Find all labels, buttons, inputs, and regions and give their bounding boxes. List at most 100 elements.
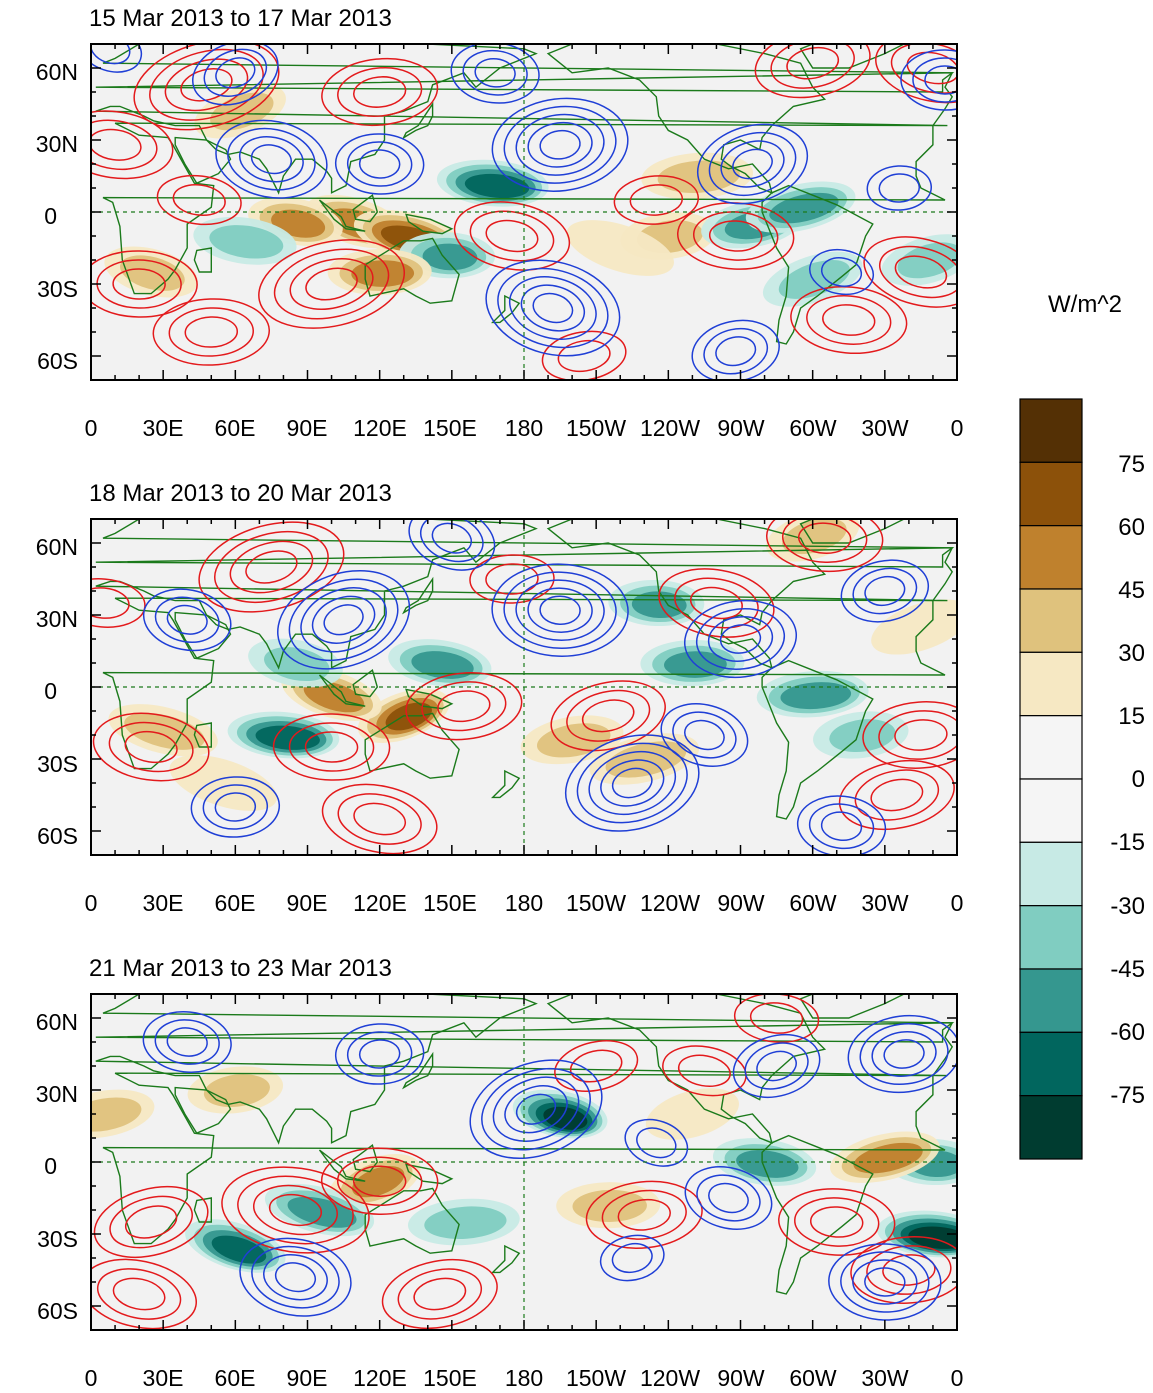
positive-contour-line — [381, 1259, 498, 1329]
colorbar-boxes — [1019, 398, 1083, 1160]
negative-contour-line — [695, 607, 786, 671]
lon-label: 120W — [640, 890, 700, 916]
negative-contour-line — [576, 742, 688, 824]
negative-contour-line — [708, 131, 797, 197]
landmass-madagascar — [193, 722, 212, 748]
negative-contour-system — [847, 1014, 957, 1094]
negative-contour-line — [274, 1262, 317, 1293]
positive-contour-system — [321, 783, 438, 855]
landmass-eurasia — [95, 519, 954, 670]
anomaly-shading-area — [248, 197, 343, 246]
negative-contour-line — [323, 604, 364, 636]
anomaly-shading-area — [566, 220, 674, 276]
negative-contour-system — [91, 44, 143, 73]
negative-contour-system — [809, 248, 875, 296]
anomaly-shading-area — [91, 1089, 155, 1139]
negative-contour-line — [334, 133, 425, 195]
negative-contour-line — [808, 803, 875, 850]
anomaly-shading-area — [407, 1198, 520, 1246]
negative-contour-line — [660, 703, 749, 767]
positive-contour-line — [906, 51, 957, 85]
positive-contour-line — [124, 730, 178, 764]
negative-contour-line — [720, 140, 785, 188]
landmass-new-guinea — [405, 1163, 454, 1185]
negative-contour-line — [481, 1067, 591, 1151]
positive-contour-line — [180, 68, 233, 102]
lon-label: 0 — [85, 1365, 98, 1391]
lon-label: 120W — [640, 415, 700, 441]
negative-contour-line — [214, 792, 257, 822]
lat-label: 0 — [44, 1153, 57, 1179]
shading-level — [572, 1189, 647, 1223]
negative-contour-line — [91, 44, 143, 73]
shading-level — [566, 220, 674, 276]
negative-contour-system — [696, 123, 809, 205]
positive-contour-line — [320, 1147, 439, 1215]
shading-level — [536, 723, 611, 758]
landmass-eurasia — [95, 44, 954, 195]
positive-contour-line — [213, 531, 329, 603]
positive-contour-system — [790, 285, 908, 355]
positive-contour-system — [320, 1147, 439, 1215]
positive-contour-line — [229, 540, 314, 594]
negative-contour-line — [358, 1039, 401, 1069]
map-area — [90, 518, 958, 856]
positive-contour-line — [353, 76, 407, 108]
positive-contour-line — [321, 783, 438, 855]
positive-contour-system — [850, 1236, 957, 1304]
positive-contour-line — [96, 1268, 182, 1320]
landmass-new-zealand — [491, 769, 521, 799]
negative-contour-line — [611, 1242, 653, 1274]
negative-contour-line — [503, 105, 617, 184]
lon-label: 90E — [287, 415, 328, 441]
lon-label: 30E — [143, 890, 184, 916]
map-panel-1: 15 Mar 2013 to 17 Mar 2013 60N 30N 0 30S… — [36, 5, 964, 441]
colorbar-label: -75 — [1110, 1082, 1145, 1109]
landmass-arabia — [174, 611, 232, 660]
positive-contour-line — [321, 57, 439, 127]
negative-contour-system — [142, 1011, 232, 1073]
landmass-uk — [95, 547, 955, 568]
colorbar-label: -15 — [1110, 829, 1145, 856]
positive-contour-line — [882, 1254, 936, 1286]
negative-contour-line — [166, 604, 208, 635]
positive-contour-system — [221, 1166, 370, 1254]
negative-contour-system — [599, 1234, 665, 1282]
axis-ticks — [90, 518, 958, 856]
positive-contour-line — [184, 316, 239, 348]
landmass-eurasia — [95, 994, 954, 1145]
negative-contour-line — [672, 711, 737, 759]
map-panel-2: 18 Mar 2013 to 20 Mar 2013 60N 30N 0 30S… — [36, 480, 964, 916]
negative-contour-line — [239, 1237, 352, 1317]
negative-contour-line — [419, 519, 484, 563]
coastlines — [95, 519, 955, 820]
lon-axis-labels: 0 30E 60E 90E 120E 150E 180 150W 120W 90… — [85, 415, 964, 441]
negative-contour-line — [202, 784, 269, 830]
landmass-borneo — [352, 194, 379, 223]
positive-contour-line — [485, 219, 539, 253]
negative-contour-line — [684, 1166, 773, 1230]
lon-axis-labels: 0 30E 60E 90E 120E 150E 180 150W 120W 90… — [85, 1365, 964, 1391]
negative-contour-line — [840, 559, 930, 623]
lat-label: 30S — [37, 276, 78, 302]
anomaly-shading-area — [193, 216, 297, 265]
positive-contour-line — [92, 712, 210, 782]
landmass-australia — [364, 1187, 460, 1254]
negative-contour-line — [866, 165, 932, 211]
negative-contour-line — [719, 624, 762, 654]
colorbar-labels: 75 60 45 30 15 0 -15 -30 -45 -60 -75 — [1110, 451, 1145, 1109]
negative-contour-line — [527, 587, 593, 633]
negative-contour-line — [462, 49, 528, 96]
map-area — [90, 993, 958, 1331]
negative-contour-system — [485, 259, 621, 357]
negative-contour-line — [828, 1243, 942, 1321]
positive-contour-line — [778, 1188, 896, 1256]
landmass-africa — [102, 1072, 946, 1245]
positive-contour-system — [381, 1259, 498, 1329]
negative-contour-line — [142, 588, 232, 652]
streamfunction-contours — [91, 519, 957, 855]
colorbar-box — [1019, 1095, 1083, 1160]
colorbar-box — [1019, 778, 1083, 843]
negative-contour-line — [203, 48, 268, 97]
